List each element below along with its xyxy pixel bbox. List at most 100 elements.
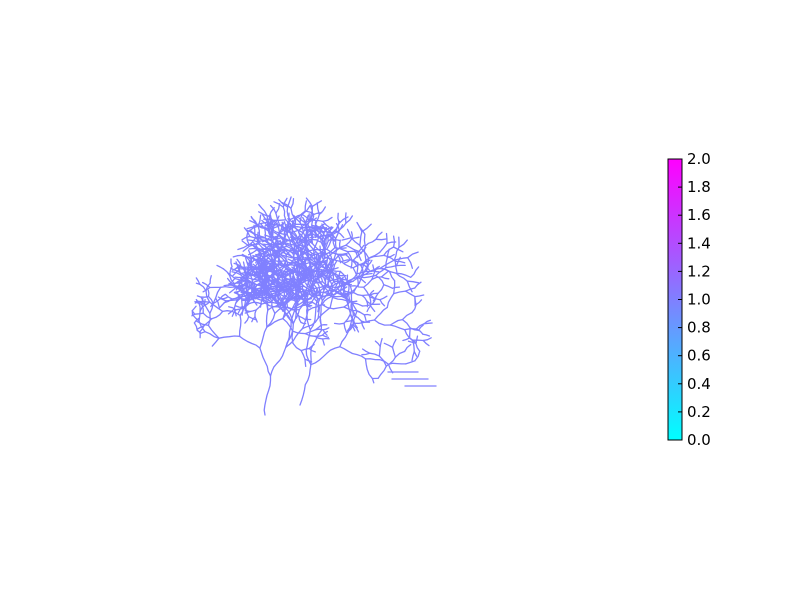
network-branch bbox=[245, 266, 253, 269]
network-branch bbox=[339, 346, 367, 360]
network-branch bbox=[297, 218, 312, 232]
network-branch bbox=[337, 212, 340, 224]
network-branch bbox=[258, 211, 270, 218]
network-branch bbox=[290, 198, 295, 209]
network-branch bbox=[251, 316, 256, 323]
network-branch bbox=[356, 262, 359, 275]
network-branch bbox=[278, 302, 292, 322]
network-branch bbox=[283, 306, 294, 325]
network-branch bbox=[223, 298, 233, 304]
network-branch bbox=[304, 293, 316, 302]
network-branch bbox=[339, 322, 355, 348]
network-branch bbox=[304, 214, 309, 224]
network-branch bbox=[225, 299, 238, 302]
network-branch bbox=[352, 267, 359, 279]
network-branch bbox=[317, 270, 327, 288]
colorbar-tick-label: 1.4 bbox=[687, 234, 711, 252]
network-branch bbox=[352, 291, 363, 297]
network-branch bbox=[356, 276, 367, 284]
network-branch bbox=[269, 346, 287, 377]
network-branch bbox=[336, 252, 348, 255]
network-branch bbox=[295, 291, 301, 299]
network-branch bbox=[237, 270, 248, 278]
network-branch bbox=[296, 279, 308, 289]
network-branch bbox=[207, 312, 211, 327]
network-branch bbox=[240, 295, 243, 307]
network-branch bbox=[299, 364, 312, 406]
network-branch bbox=[368, 254, 385, 259]
network-branch bbox=[343, 313, 351, 324]
network-branch bbox=[241, 235, 251, 241]
network-branch bbox=[252, 284, 257, 292]
network-branch bbox=[394, 260, 398, 273]
network-branch bbox=[260, 212, 269, 223]
network-branch bbox=[245, 277, 249, 288]
network-branch bbox=[311, 200, 323, 208]
network-branch bbox=[244, 277, 247, 287]
network-branch bbox=[395, 272, 408, 282]
network-branch bbox=[287, 218, 297, 225]
network-branch bbox=[259, 347, 272, 377]
network-branch bbox=[265, 244, 273, 254]
network-branch bbox=[415, 328, 424, 335]
network-branch bbox=[272, 262, 285, 268]
network-branch bbox=[277, 240, 288, 246]
network-branch bbox=[352, 319, 358, 329]
network-branch bbox=[293, 214, 301, 224]
network-branch bbox=[231, 295, 243, 300]
network-branch bbox=[296, 238, 311, 246]
network-branch bbox=[283, 305, 295, 311]
network-branch bbox=[283, 298, 290, 308]
network-branch bbox=[280, 221, 286, 231]
network-branch bbox=[294, 287, 298, 298]
network-branch bbox=[314, 224, 322, 233]
network-branch bbox=[319, 299, 324, 332]
network-branch bbox=[404, 327, 418, 331]
network-branch bbox=[401, 311, 413, 321]
network-branch bbox=[251, 262, 259, 275]
network-branch bbox=[240, 272, 250, 275]
network-branch bbox=[369, 352, 380, 357]
network-branch bbox=[259, 297, 263, 308]
network-branch bbox=[333, 322, 345, 325]
network-branch bbox=[309, 205, 313, 220]
network-branch bbox=[311, 215, 315, 230]
network-branch bbox=[256, 259, 265, 264]
network-branch bbox=[393, 290, 407, 295]
network-branch bbox=[301, 204, 311, 216]
network-branch bbox=[278, 242, 297, 255]
network-branch bbox=[253, 290, 262, 298]
network-branch bbox=[415, 342, 421, 352]
network-branch bbox=[240, 286, 249, 292]
network-branch bbox=[313, 274, 319, 283]
network-branch bbox=[201, 281, 211, 289]
network-branch bbox=[321, 337, 330, 340]
colorbar-tick-label: 0.0 bbox=[687, 431, 711, 449]
network-branch bbox=[300, 349, 306, 360]
network-branch bbox=[295, 308, 301, 319]
network-branch bbox=[339, 270, 350, 285]
network-branch bbox=[323, 227, 331, 232]
network-branch bbox=[293, 285, 305, 289]
network-branch bbox=[196, 300, 211, 303]
network-branch bbox=[339, 276, 360, 287]
network-branch bbox=[263, 283, 274, 290]
network-branch bbox=[296, 270, 313, 282]
network-branch bbox=[211, 337, 220, 347]
network-branch bbox=[371, 377, 375, 384]
network-branch bbox=[339, 254, 344, 262]
network-branch bbox=[364, 238, 377, 247]
network-branch bbox=[300, 258, 306, 267]
network-branch bbox=[209, 302, 214, 314]
network-branch bbox=[272, 215, 280, 226]
network-branch bbox=[285, 271, 295, 277]
network-branch bbox=[415, 323, 425, 330]
network-branch bbox=[283, 289, 298, 301]
network-branch bbox=[244, 316, 250, 324]
network-branch bbox=[346, 228, 352, 239]
network-branch bbox=[335, 222, 340, 232]
network-branch bbox=[357, 259, 367, 278]
network-branch bbox=[319, 262, 328, 271]
network-branch bbox=[246, 224, 258, 230]
